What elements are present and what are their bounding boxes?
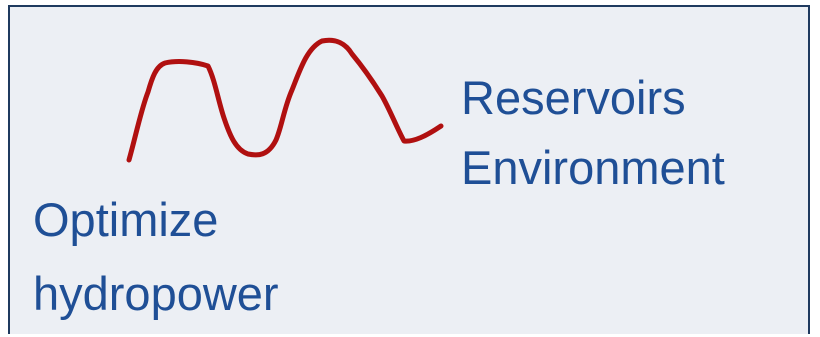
optimize-label: Optimize bbox=[33, 193, 219, 246]
environment-label: Environment bbox=[461, 141, 725, 194]
reservoirs-label: Reservoirs bbox=[461, 71, 686, 124]
hydropower-label: hydropower bbox=[33, 267, 279, 320]
